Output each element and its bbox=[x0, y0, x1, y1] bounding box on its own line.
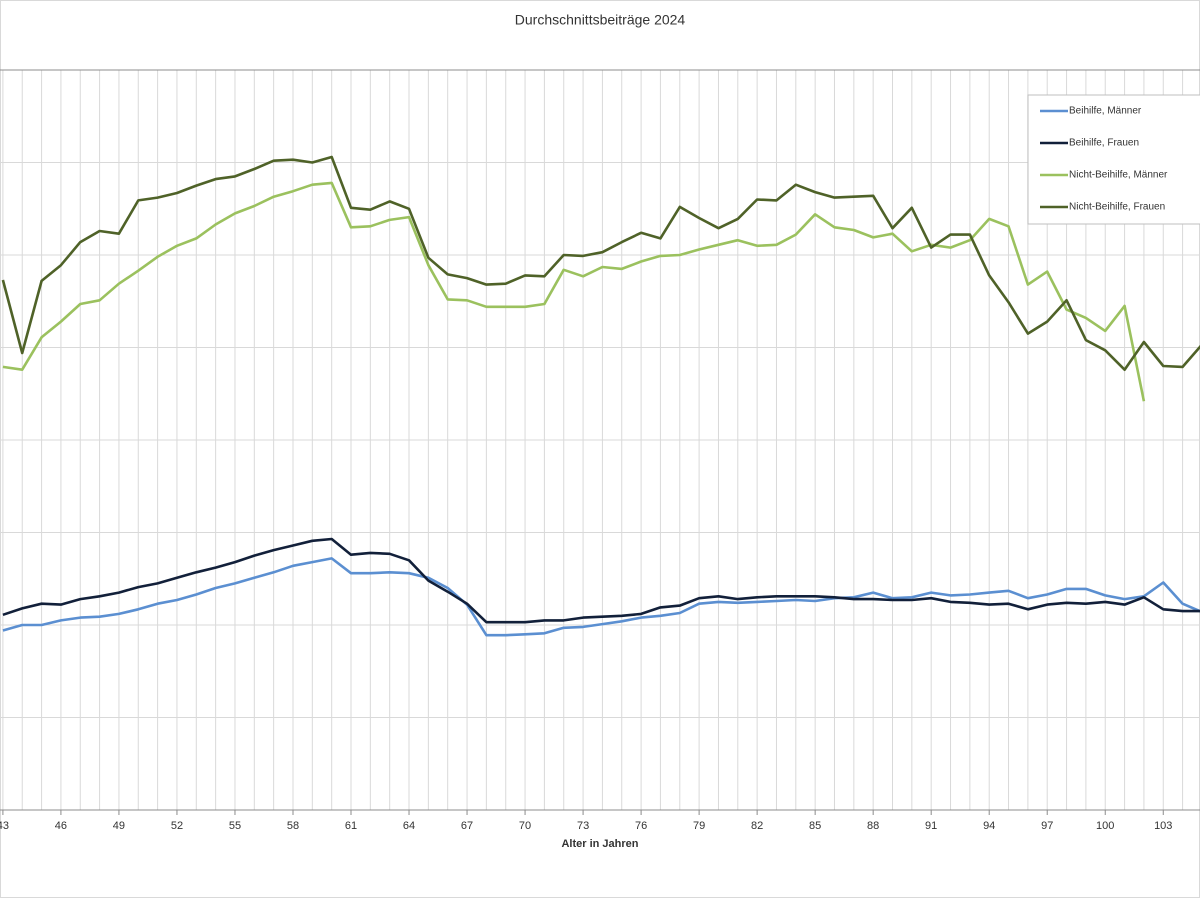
x-tick-label: 67 bbox=[461, 820, 473, 832]
x-tick-label: 49 bbox=[113, 820, 125, 832]
series-line bbox=[2, 181, 1146, 402]
x-tick-label: 52 bbox=[171, 820, 183, 832]
plot-lines bbox=[1, 155, 1200, 637]
grid: 43 46 49 52 55 58 61 64 67 70 73 76 79 82 85 88 91 94 97 10… bbox=[0, 69, 1200, 832]
chart-title: Durchschnittsbeiträge 2024 bbox=[515, 12, 686, 28]
x-tick-label: 91 bbox=[925, 820, 937, 832]
x-tick-label: 55 bbox=[229, 820, 241, 832]
x-axis-label: Alter in Jahren bbox=[561, 838, 638, 850]
x-tick-label: 103 bbox=[1154, 820, 1172, 832]
x-tick-label: 85 bbox=[809, 820, 821, 832]
x-tick-label: 76 bbox=[635, 820, 647, 832]
x-tick-label: 88 bbox=[867, 820, 879, 832]
x-tick-label: 64 bbox=[403, 820, 415, 832]
x-tick-label: 79 bbox=[693, 820, 705, 832]
x-tick-label: 73 bbox=[577, 820, 589, 832]
x-tick-label: 43 bbox=[0, 820, 9, 832]
x-tick-label: 58 bbox=[287, 820, 299, 832]
legend-label: Beihilfe, Männer bbox=[1069, 106, 1142, 117]
series-line bbox=[2, 557, 1200, 637]
x-tick-label: 46 bbox=[55, 820, 67, 832]
x-tick-label: 94 bbox=[983, 820, 995, 832]
legend-label: Nicht-Beihilfe, Männer bbox=[1069, 170, 1168, 181]
legend-label: Beihilfe, Frauen bbox=[1069, 138, 1139, 149]
x-tick-label: 100 bbox=[1096, 820, 1114, 832]
legend-box bbox=[1027, 94, 1200, 225]
x-tick-label: 97 bbox=[1041, 820, 1053, 832]
series-line bbox=[1, 155, 1200, 371]
x-tick-label: 70 bbox=[519, 820, 531, 832]
legend: Beihilfe, Männer Beihilfe, Frauen Nicht-Be… bbox=[1027, 94, 1200, 225]
x-tick-label: 61 bbox=[345, 820, 357, 832]
legend-label: Nicht-Beihilfe, Frauen bbox=[1069, 202, 1165, 213]
series-line bbox=[2, 537, 1200, 624]
x-tick-label: 82 bbox=[751, 820, 763, 832]
